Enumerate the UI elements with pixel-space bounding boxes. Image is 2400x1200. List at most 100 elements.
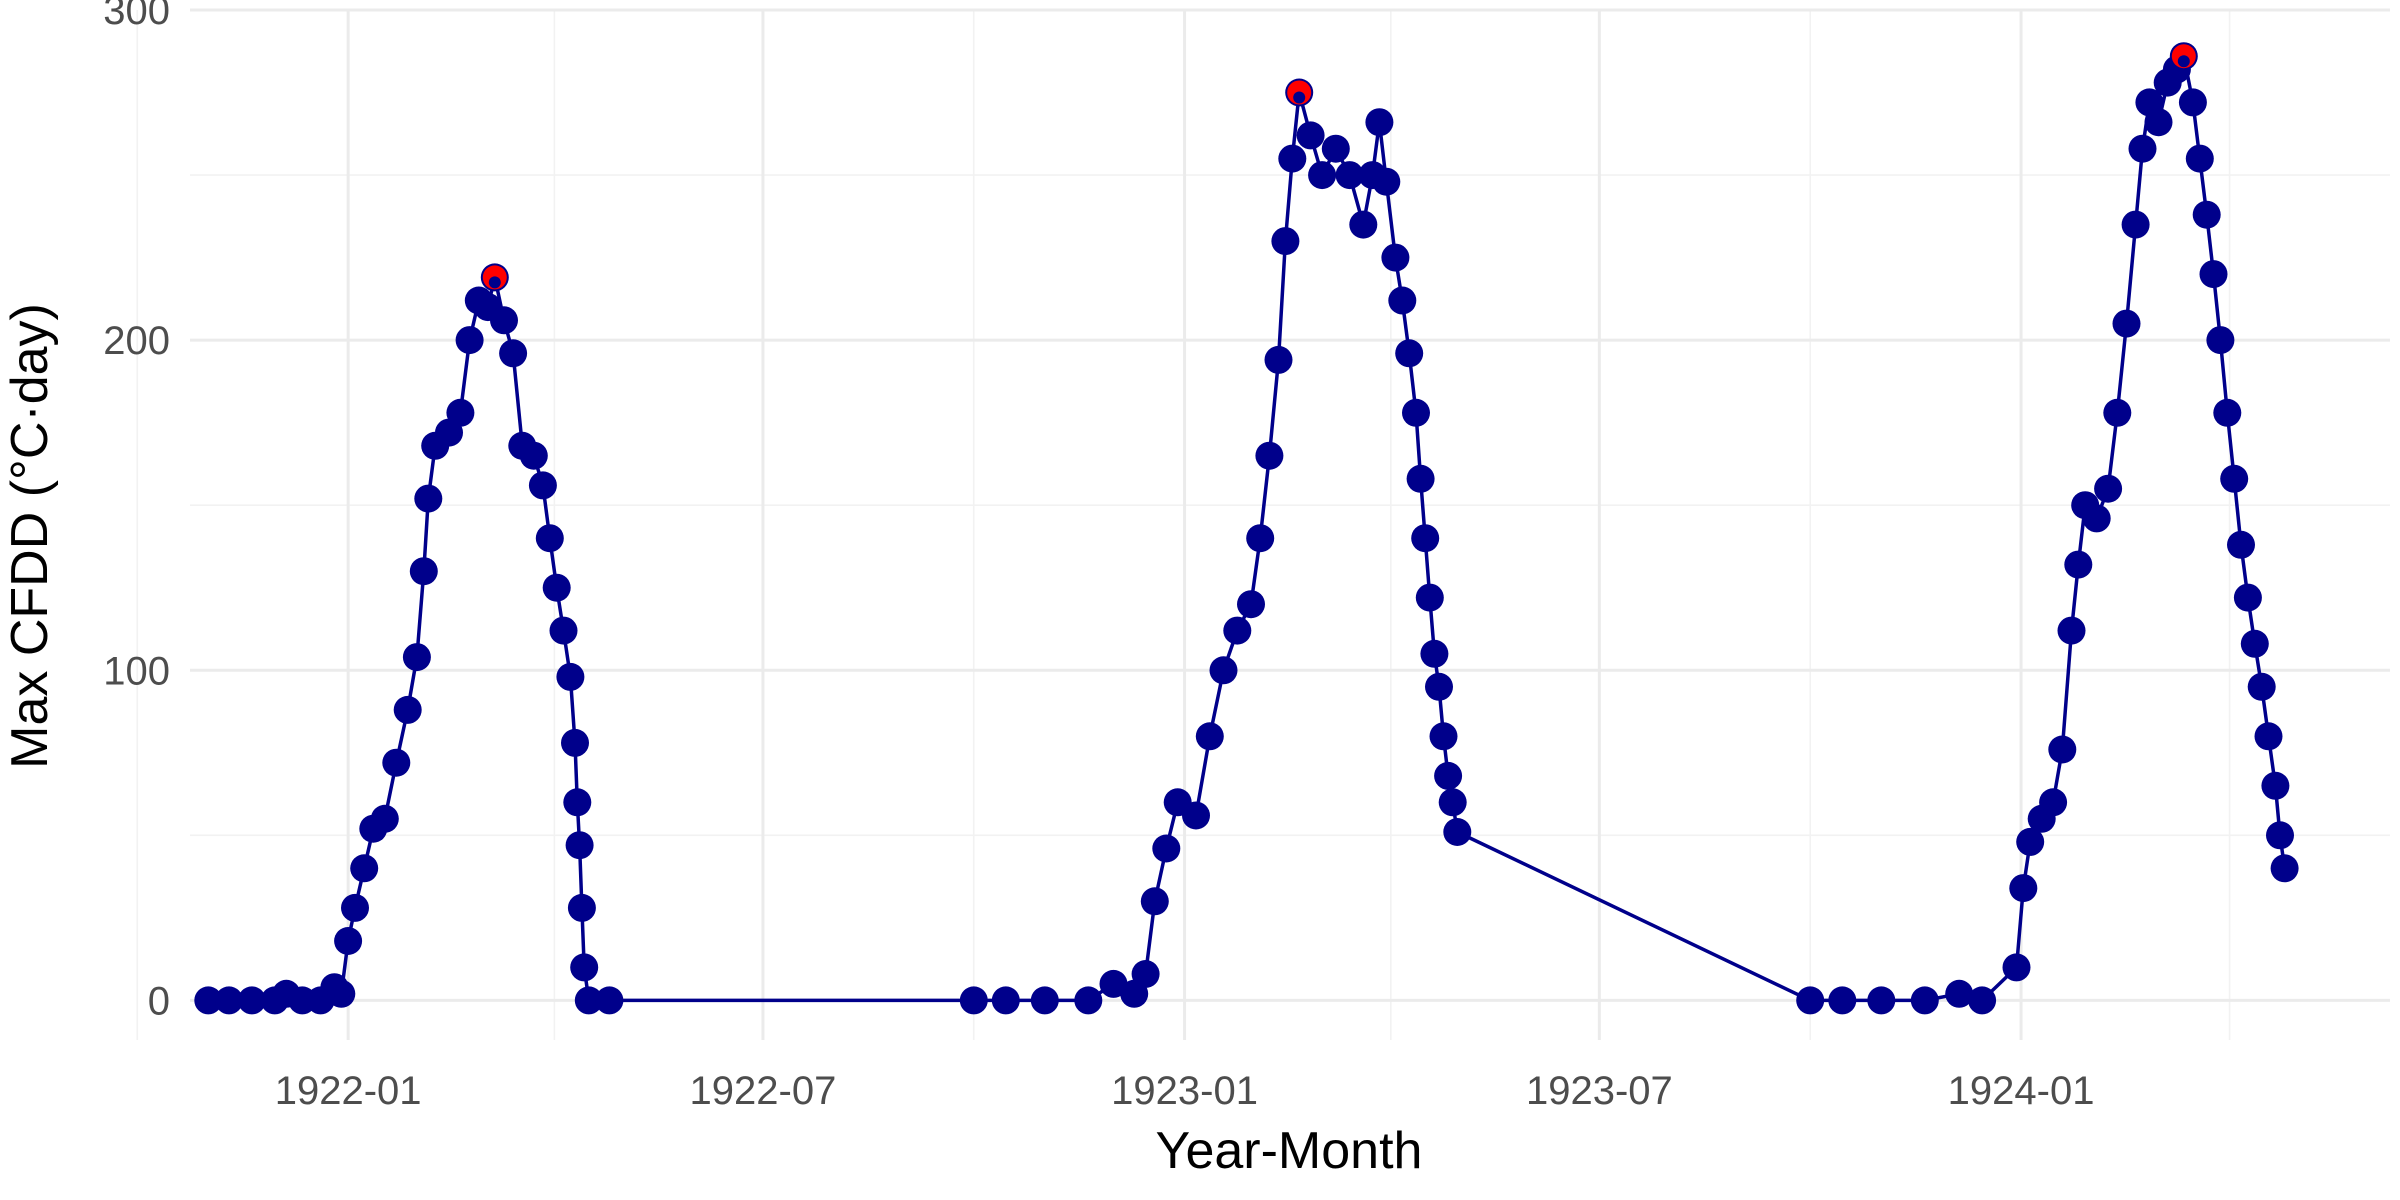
x-tick-label: 1924-01 (1948, 1069, 2095, 1113)
data-point (370, 804, 399, 833)
data-point (1438, 788, 1467, 817)
data-point (2048, 735, 2077, 764)
peak-markers (482, 44, 2196, 290)
data-point (2240, 629, 2269, 658)
data-point (2128, 134, 2157, 163)
data-point (2199, 260, 2228, 289)
data-point (991, 986, 1020, 1015)
data-point (1434, 761, 1463, 790)
data-point (1372, 167, 1401, 196)
data-point (528, 471, 557, 500)
data-point (1131, 960, 1160, 988)
data-point (1406, 464, 1435, 493)
data-points (194, 42, 2299, 1015)
data-point (194, 986, 223, 1015)
data-point (1365, 108, 1394, 137)
data-point (350, 854, 379, 883)
data-point (2213, 398, 2242, 427)
y-tick-labels: 0 100 200 300 (103, 0, 170, 1023)
data-point (1420, 639, 1449, 668)
data-point (2057, 616, 2086, 645)
grid (136, 8, 2390, 1040)
data-point (2039, 788, 2068, 817)
x-tick-labels: 1922-01 1922-07 1923-01 1923-07 1924-01 (275, 1069, 2095, 1113)
y-tick-label: 200 (103, 319, 170, 363)
data-point (1349, 210, 1378, 239)
data-point (535, 524, 564, 553)
data-point (595, 986, 624, 1015)
data-point (2002, 953, 2031, 982)
data-point (2103, 398, 2132, 427)
data-point (334, 927, 363, 955)
data-point (237, 986, 266, 1015)
data-point (1209, 656, 1238, 685)
data-point (567, 893, 596, 922)
y-tick-label: 0 (148, 979, 170, 1023)
data-point (1443, 818, 1472, 846)
data-point (1152, 834, 1181, 863)
data-point (1264, 345, 1293, 374)
series-line (208, 54, 2287, 1003)
data-point (327, 979, 356, 1008)
data-point (542, 573, 571, 602)
data-point (1388, 286, 1417, 315)
data-point (1140, 887, 1169, 916)
data-point (1796, 986, 1825, 1015)
data-point (2082, 504, 2111, 533)
data-point (1074, 986, 1103, 1015)
data-point (549, 616, 578, 645)
data-point (2261, 771, 2290, 800)
data-point (2227, 530, 2255, 559)
data-point (1395, 339, 1424, 368)
data-point (561, 728, 589, 757)
data-point (1255, 441, 1284, 470)
data-point (2220, 464, 2249, 493)
data-point (382, 748, 411, 777)
data-point (2254, 722, 2283, 751)
data-point (2064, 550, 2093, 579)
data-point (2270, 854, 2299, 883)
data-point (414, 484, 443, 513)
data-point (1321, 134, 1350, 163)
data-point (490, 306, 518, 335)
data-point (1237, 590, 1265, 619)
y-axis-title: Max CFDD (°C·day) (1, 303, 59, 769)
data-point (1030, 986, 1059, 1015)
data-point (2247, 672, 2276, 701)
data-point (455, 326, 484, 355)
data-point (563, 788, 592, 817)
data-point (1910, 986, 1939, 1015)
data-point (1099, 969, 1128, 998)
data-point (565, 831, 594, 860)
data-point (570, 953, 599, 982)
data-point (2185, 144, 2214, 173)
data-point (1182, 801, 1210, 830)
data-point (446, 398, 475, 427)
data-point (2016, 827, 2045, 856)
data-point (1223, 616, 1252, 645)
data-point (341, 893, 369, 922)
peak-point-center (2177, 55, 2190, 68)
peak-point-center (488, 276, 501, 289)
x-tick-label: 1923-01 (1111, 1069, 1258, 1113)
data-point (2094, 474, 2123, 503)
data-point (959, 986, 988, 1015)
data-point (2009, 874, 2038, 903)
data-point (519, 441, 548, 470)
x-tick-label: 1923-07 (1526, 1069, 1673, 1113)
data-point (1402, 398, 1430, 427)
x-tick-label: 1922-07 (690, 1069, 837, 1113)
data-point (1296, 121, 1325, 150)
data-point (1411, 524, 1440, 553)
data-point (2178, 88, 2207, 117)
data-point (556, 662, 585, 691)
data-point (1425, 672, 1453, 701)
data-point (1415, 583, 1444, 612)
data-point (1828, 986, 1857, 1015)
data-point (499, 339, 528, 368)
data-point (402, 643, 431, 672)
data-point (215, 986, 243, 1015)
data-point (1246, 524, 1275, 553)
data-point (1308, 161, 1337, 190)
